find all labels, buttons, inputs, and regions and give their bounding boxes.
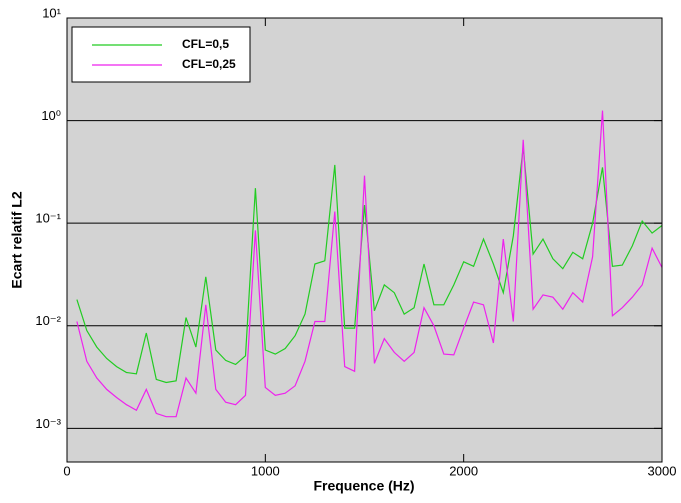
x-tick-label: 0 — [63, 463, 70, 478]
x-axis-label: Frequence (Hz) — [313, 478, 414, 494]
plot-frame — [66, 17, 663, 463]
legend-label: CFL=0,25 — [182, 57, 236, 71]
legend-label: CFL=0,5 — [182, 37, 229, 51]
y-tick-label: 10⁰ — [41, 108, 61, 123]
x-tick-label: 2000 — [449, 463, 478, 478]
legend-box — [71, 26, 251, 83]
y-axis-label: Ecart relatif L2 — [9, 191, 25, 288]
y-tick-label: 10⁻³ — [35, 416, 61, 431]
x-tick-label: 1000 — [251, 463, 280, 478]
series-line — [76, 110, 663, 418]
x-tick-label: 3000 — [648, 463, 677, 478]
y-tick-label: 10¹ — [42, 5, 61, 20]
y-tick-label: 10⁻² — [35, 313, 61, 328]
series-line — [76, 147, 663, 384]
y-tick-label: 10⁻¹ — [35, 211, 61, 226]
plot-background — [67, 18, 662, 462]
